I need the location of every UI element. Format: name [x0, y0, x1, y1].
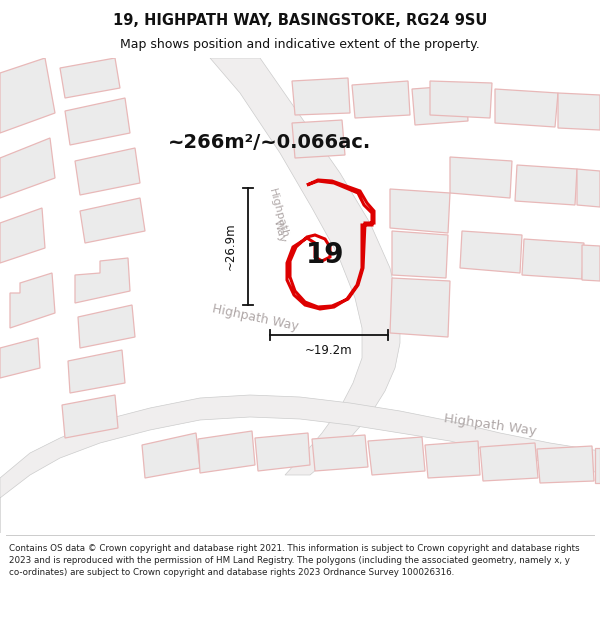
Polygon shape: [392, 231, 448, 278]
Polygon shape: [10, 273, 55, 328]
Polygon shape: [558, 93, 600, 130]
Polygon shape: [430, 81, 492, 118]
Polygon shape: [425, 441, 480, 478]
Polygon shape: [0, 395, 600, 533]
Text: Contains OS data © Crown copyright and database right 2021. This information is : Contains OS data © Crown copyright and d…: [9, 544, 580, 577]
Polygon shape: [480, 443, 538, 481]
Text: Way: Way: [272, 218, 288, 244]
Polygon shape: [595, 448, 600, 483]
Polygon shape: [68, 350, 125, 393]
Polygon shape: [577, 169, 600, 207]
Polygon shape: [0, 338, 40, 378]
Text: 19, HIGHPATH WAY, BASINGSTOKE, RG24 9SU: 19, HIGHPATH WAY, BASINGSTOKE, RG24 9SU: [113, 12, 487, 28]
Polygon shape: [210, 58, 400, 475]
Text: Highpath Way: Highpath Way: [443, 412, 537, 438]
Polygon shape: [292, 78, 350, 115]
Text: Highpath Way: Highpath Way: [211, 302, 299, 334]
Text: 19: 19: [306, 241, 344, 269]
Text: Map shows position and indicative extent of the property.: Map shows position and indicative extent…: [120, 38, 480, 51]
Polygon shape: [0, 138, 55, 198]
Text: ~26.9m: ~26.9m: [223, 222, 236, 270]
Polygon shape: [515, 165, 577, 205]
Polygon shape: [65, 98, 130, 145]
Polygon shape: [80, 198, 145, 243]
Polygon shape: [582, 245, 600, 281]
Polygon shape: [450, 157, 512, 198]
Polygon shape: [287, 180, 374, 309]
Polygon shape: [390, 189, 450, 233]
Polygon shape: [390, 278, 450, 337]
Text: ~19.2m: ~19.2m: [305, 344, 353, 357]
Polygon shape: [352, 81, 410, 118]
Polygon shape: [292, 120, 345, 158]
Text: Highpath: Highpath: [266, 187, 289, 239]
Polygon shape: [368, 437, 425, 475]
Polygon shape: [522, 239, 584, 279]
Polygon shape: [75, 148, 140, 195]
Polygon shape: [460, 231, 522, 273]
Polygon shape: [62, 395, 118, 438]
Polygon shape: [0, 58, 55, 133]
Polygon shape: [198, 431, 255, 473]
Polygon shape: [412, 85, 468, 125]
Polygon shape: [537, 446, 594, 483]
Polygon shape: [60, 58, 120, 98]
Polygon shape: [78, 305, 135, 348]
Polygon shape: [312, 435, 368, 471]
Polygon shape: [495, 89, 558, 127]
Text: ~266m²/~0.066ac.: ~266m²/~0.066ac.: [169, 134, 371, 152]
Polygon shape: [75, 258, 130, 303]
Polygon shape: [255, 433, 310, 471]
Polygon shape: [142, 433, 200, 478]
Polygon shape: [0, 208, 45, 263]
